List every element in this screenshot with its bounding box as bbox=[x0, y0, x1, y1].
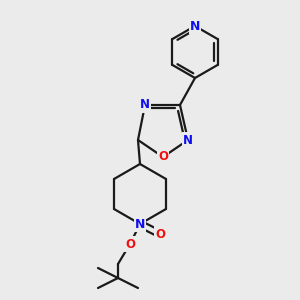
Text: N: N bbox=[190, 20, 200, 32]
Text: N: N bbox=[140, 98, 150, 112]
Text: O: O bbox=[158, 151, 168, 164]
Text: N: N bbox=[135, 218, 145, 230]
Text: N: N bbox=[183, 134, 193, 146]
Text: O: O bbox=[155, 227, 165, 241]
Text: O: O bbox=[125, 238, 135, 250]
